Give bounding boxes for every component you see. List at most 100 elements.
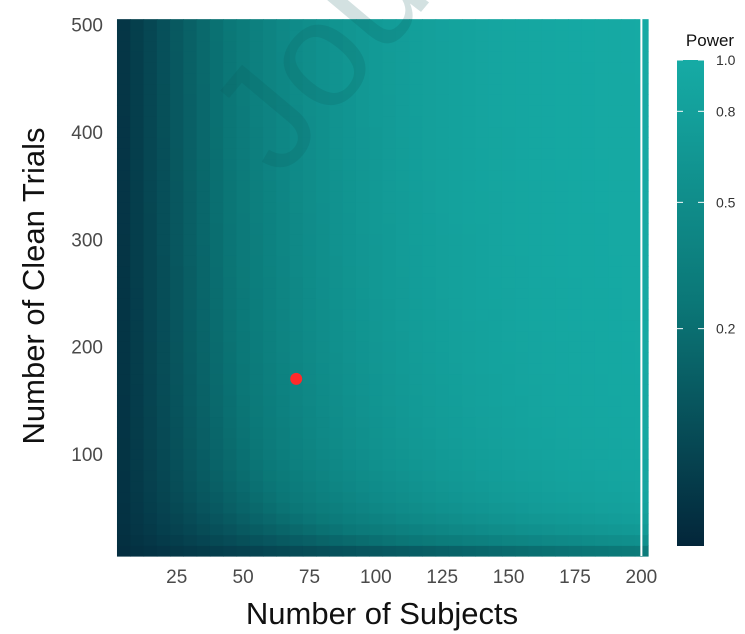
heatmap-cell (143, 480, 158, 493)
heatmap-cell (594, 459, 609, 471)
heatmap-cell (236, 62, 251, 74)
heatmap-cell (568, 416, 583, 428)
heatmap-cell (236, 534, 251, 546)
heatmap-cell (409, 394, 423, 407)
heatmap-cell (183, 502, 198, 514)
heatmap-cell (183, 534, 198, 546)
heatmap-cell (515, 147, 530, 160)
heatmap-cell (130, 459, 145, 471)
heatmap-cell (289, 212, 304, 224)
heatmap-cell (156, 319, 171, 332)
heatmap-cell (594, 40, 609, 52)
heatmap-cell (515, 29, 530, 42)
heatmap-cell (329, 212, 344, 224)
heatmap-cell (183, 513, 198, 525)
heatmap-cell (608, 513, 623, 525)
heatmap-cell (236, 201, 251, 214)
heatmap-cell (236, 341, 251, 353)
heatmap-cell (249, 341, 264, 353)
heatmap-cell (249, 470, 264, 482)
heatmap-cell (170, 394, 184, 407)
heatmap-cell (515, 137, 530, 149)
heatmap-cell (196, 255, 211, 267)
heatmap-cell (395, 362, 410, 375)
heatmap-cell (209, 384, 224, 396)
heatmap-cell (156, 158, 171, 171)
heatmap-cell (236, 352, 251, 364)
heatmap-cell (156, 513, 171, 525)
heatmap-cell (395, 94, 410, 106)
heatmap-cell (209, 223, 224, 235)
heatmap-cell (501, 223, 516, 235)
heatmap-cell (475, 545, 490, 557)
heatmap-cell (170, 416, 184, 428)
heatmap-cell (448, 180, 463, 192)
heatmap-cell (528, 223, 543, 235)
heatmap-cell (555, 534, 569, 546)
heatmap-cell (462, 502, 477, 514)
heatmap-cell (594, 502, 609, 514)
heatmap-cell (223, 137, 238, 149)
heatmap-cell (236, 298, 251, 310)
heatmap-cell (143, 115, 158, 128)
heatmap-cell (316, 126, 330, 138)
heatmap-cell (409, 352, 423, 364)
heatmap-cell (170, 384, 184, 396)
heatmap-cell (608, 384, 623, 396)
heatmap-cell (568, 105, 583, 117)
heatmap-cell (183, 169, 198, 181)
heatmap-cell (501, 394, 516, 407)
heatmap-cell (501, 169, 516, 181)
heatmap-cell (448, 480, 463, 493)
heatmap-cell (263, 309, 277, 321)
heatmap-cell (236, 470, 251, 482)
heatmap-cell (196, 190, 211, 203)
heatmap-cell (183, 233, 198, 246)
x-tick-label: 150 (493, 567, 525, 588)
heatmap-cell (568, 330, 583, 342)
heatmap-cell (594, 233, 609, 246)
heatmap-cell (183, 158, 198, 171)
heatmap-cell (170, 480, 184, 493)
heatmap-cell (116, 72, 131, 85)
heatmap-cell (501, 523, 516, 536)
heatmap-cell (448, 137, 463, 149)
heatmap-cell (621, 105, 636, 117)
heatmap-cell (249, 352, 264, 364)
heatmap-cell (621, 362, 636, 375)
heatmap-cell (369, 298, 384, 310)
heatmap-cell (369, 384, 384, 396)
heatmap-cell (209, 362, 224, 375)
heatmap-cell (116, 19, 131, 31)
heatmap-cell (276, 341, 291, 353)
heatmap-cell (581, 405, 596, 418)
heatmap-cell (342, 480, 357, 493)
heatmap-cell (143, 190, 158, 203)
heatmap-cell (316, 19, 330, 31)
heatmap-cell (488, 169, 503, 181)
heatmap-cell (462, 480, 477, 493)
heatmap-cell (422, 480, 437, 493)
heatmap-cell (342, 405, 357, 418)
heatmap-cell (355, 427, 370, 439)
heatmap-cell (130, 352, 145, 364)
heatmap-cell (462, 394, 477, 407)
heatmap-cell (581, 480, 596, 493)
heatmap-cell (116, 330, 131, 342)
heatmap-cell (302, 94, 317, 106)
heatmap-cell (223, 244, 238, 256)
heatmap-cell (116, 105, 131, 117)
heatmap-cell (475, 266, 490, 278)
heatmap-cell (515, 266, 530, 278)
heatmap-cell (555, 62, 569, 74)
heatmap-cell (249, 158, 264, 171)
heatmap-cell (501, 244, 516, 256)
heatmap-cell (369, 437, 384, 450)
heatmap-cell (608, 352, 623, 364)
heatmap-cell (196, 405, 211, 418)
heatmap-cell (488, 233, 503, 246)
heatmap-cell (223, 319, 238, 332)
heatmap-cell (289, 384, 304, 396)
heatmap-cell (409, 502, 423, 514)
heatmap-cell (475, 394, 490, 407)
